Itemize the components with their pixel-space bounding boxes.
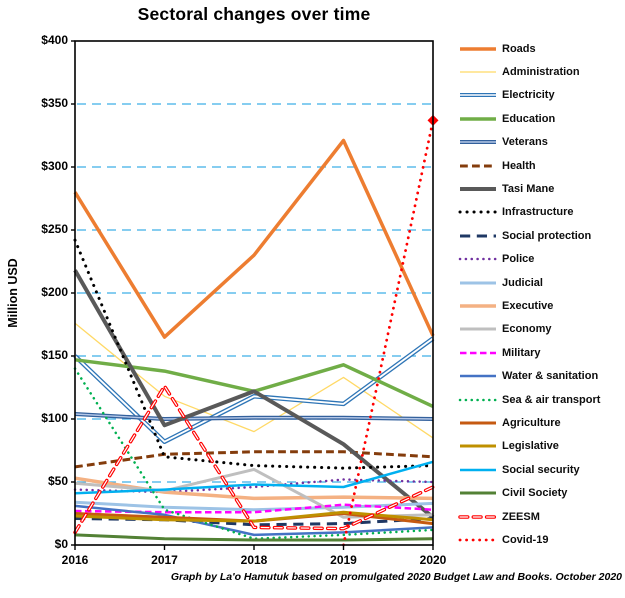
y-tick-label-50: $50 [47, 474, 68, 488]
legend-item-police: Police [458, 248, 623, 271]
legend-label-agriculture: Agriculture [502, 416, 561, 429]
legend-line-swatch-zeesm [458, 514, 498, 519]
legend-line-swatch-sea-air-transport [458, 398, 498, 401]
legend-item-civil-society: Civil Society [458, 481, 623, 504]
legend-line-swatch-agriculture [460, 421, 496, 425]
legend-line-swatch-education [460, 117, 496, 121]
legend-label-health: Health [502, 159, 536, 172]
legend-label-executive: Executive [502, 299, 554, 312]
legend-line-swatch-civil-society [460, 491, 496, 495]
legend-item-legislative: Legislative [458, 435, 623, 458]
x-tick-label-2018: 2018 [240, 553, 268, 567]
x-tick-label-2019: 2019 [330, 553, 357, 567]
legend-label-tasi-mane: Tasi Mane [502, 183, 555, 196]
legend-item-military: Military [458, 341, 623, 364]
legend-label-economy: Economy [502, 323, 552, 336]
y-tick-label-150: $150 [41, 348, 68, 362]
series-line-zeesm-inner [74, 385, 434, 533]
legend-label-roads: Roads [502, 42, 536, 55]
legend-line-swatch-veterans [460, 140, 496, 145]
series-line-civil-society [74, 533, 434, 542]
series-line-judicial [74, 500, 434, 512]
legend-label-water-sanitation: Water & sanitation [502, 370, 599, 383]
legend-line-swatch-economy [460, 327, 496, 331]
legend-label-sea-air-transport: Sea & air transport [502, 393, 601, 406]
series-line-social-security [74, 460, 434, 495]
y-tick-label-250: $250 [41, 222, 68, 236]
legend-item-sea-air-transport: Sea & air transport [458, 388, 623, 411]
y-tick-label-0: $0 [54, 537, 68, 551]
legend-line-swatch-water-sanitation [460, 374, 496, 378]
legend-label-social-protection: Social protection [502, 229, 592, 242]
x-tick-label-2020: 2020 [419, 553, 447, 567]
series-line-health [74, 450, 434, 469]
series-line-roads [73, 138, 435, 339]
legend-label-administration: Administration [502, 66, 580, 79]
chart-title: Sectoral changes over time [137, 4, 371, 24]
series-line-veterans-inner [74, 413, 434, 420]
legend-item-social-protection: Social protection [458, 224, 623, 247]
legend-item-economy: Economy [458, 318, 623, 341]
legend-line-swatch-legislative [460, 444, 496, 448]
legend-line-swatch-infrastructure [458, 210, 498, 214]
legend-label-legislative: Legislative [502, 440, 559, 453]
legend-label-electricity: Electricity [502, 89, 555, 102]
y-axis-title: Million USD [6, 258, 20, 328]
y-tick-label-100: $100 [41, 411, 68, 425]
legend-item-administration: Administration [458, 60, 623, 83]
legend-label-education: Education [502, 112, 556, 125]
legend-item-electricity: Electricity [458, 84, 623, 107]
legend-label-covid-19: Covid-19 [502, 533, 549, 546]
legend-line-swatch-electricity [460, 93, 496, 98]
legend-line-swatch-social-protection [460, 234, 496, 238]
x-tick-label-2017: 2017 [151, 553, 178, 567]
series-line-covid-19 [342, 119, 435, 547]
legend-item-zeesm: ZEESM [458, 505, 623, 528]
y-tick-label-200: $200 [41, 285, 68, 299]
legend-line-swatch-administration [460, 71, 496, 73]
legend-item-judicial: Judicial [458, 271, 623, 294]
series-line-tasi-mane [73, 269, 435, 519]
legend-label-social-security: Social security [502, 463, 580, 476]
y-tick-label-300: $300 [41, 159, 68, 173]
legend-item-social-security: Social security [458, 458, 623, 481]
legend-item-covid-19: Covid-19 [458, 528, 623, 551]
x-tick-label-2016: 2016 [61, 553, 89, 567]
legend-label-judicial: Judicial [502, 276, 543, 289]
legend-item-agriculture: Agriculture [458, 411, 623, 434]
legend-line-swatch-social-security [460, 468, 496, 471]
legend-label-infrastructure: Infrastructure [502, 206, 574, 219]
legend-item-education: Education [458, 107, 623, 130]
legend-line-swatch-executive [460, 304, 496, 308]
legend-item-executive: Executive [458, 294, 623, 317]
series-line-water-sanitation [74, 504, 434, 537]
legend-item-infrastructure: Infrastructure [458, 201, 623, 224]
legend-line-swatch-police [458, 257, 498, 261]
legend-label-veterans: Veterans [502, 136, 548, 149]
series-line-sea-air-transport [73, 367, 435, 540]
series-line-electricity-inner [74, 337, 434, 443]
series-line-infrastructure [73, 238, 435, 470]
legend-line-swatch-tasi-mane [460, 187, 496, 192]
legend-line-swatch-military [460, 351, 496, 355]
legend-item-health: Health [458, 154, 623, 177]
legend-item-roads: Roads [458, 37, 623, 60]
legend-line-swatch-roads [460, 46, 496, 51]
legend-label-military: Military [502, 346, 541, 359]
source-note: Graph by La'o Hamutuk based on promulgat… [170, 571, 622, 583]
legend-item-water-sanitation: Water & sanitation [458, 364, 623, 387]
y-tick-label-350: $350 [41, 96, 68, 110]
legend-item-tasi-mane: Tasi Mane [458, 177, 623, 200]
legend-label-police: Police [502, 253, 535, 266]
legend-label-civil-society: Civil Society [502, 487, 568, 500]
y-tick-label-400: $400 [41, 33, 68, 47]
chart-legend: Roads Administration Electricity Education V… [458, 37, 623, 552]
legend-item-veterans: Veterans [458, 131, 623, 154]
legend-label-zeesm: ZEESM [502, 510, 540, 523]
legend-line-swatch-health [460, 164, 496, 168]
legend-line-swatch-judicial [460, 281, 496, 285]
legend-line-swatch-covid-19 [458, 538, 498, 542]
